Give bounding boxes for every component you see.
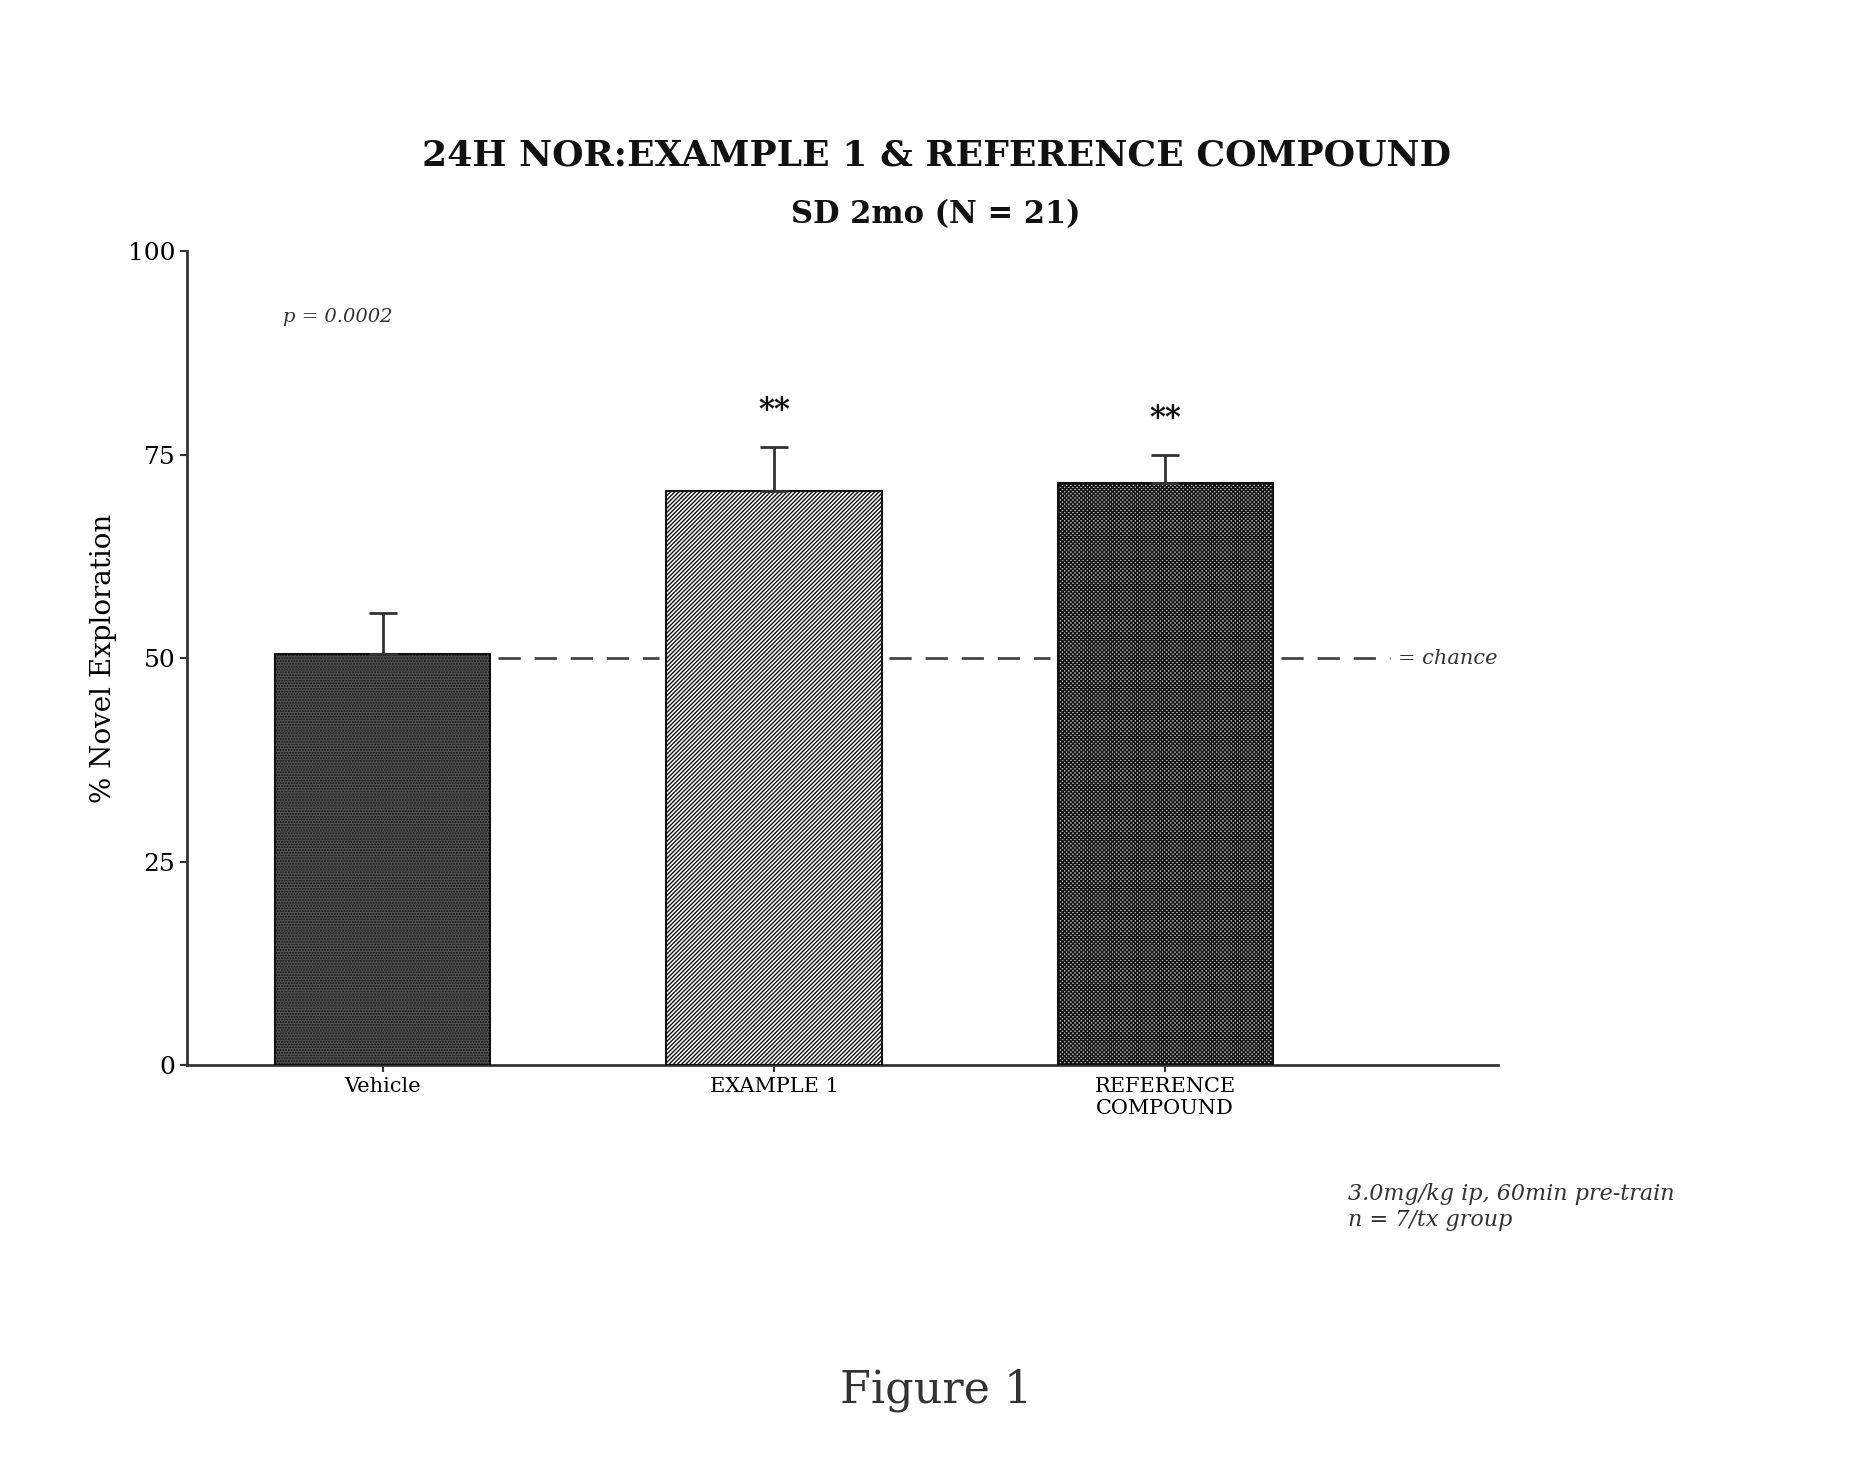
Bar: [666, 491, 882, 1065]
Text: **: **: [758, 395, 790, 426]
Text: 24H NOR:EXAMPLE 1 & REFERENCE COMPOUND: 24H NOR:EXAMPLE 1 & REFERENCE COMPOUND: [421, 139, 1451, 172]
Text: Figure 1: Figure 1: [841, 1368, 1031, 1412]
Bar: [275, 654, 490, 1065]
Text: SD 2mo (N = 21): SD 2mo (N = 21): [792, 200, 1080, 229]
Text: = chance: = chance: [1398, 649, 1498, 667]
Text: 3.0mg/kg ip, 60min pre-train
n = 7/tx group: 3.0mg/kg ip, 60min pre-train n = 7/tx gr…: [1348, 1183, 1674, 1231]
Y-axis label: % Novel Exploration: % Novel Exploration: [90, 513, 116, 803]
Text: p = 0.0002: p = 0.0002: [283, 308, 393, 327]
Bar: [1058, 484, 1273, 1065]
Text: **: **: [1149, 404, 1181, 435]
